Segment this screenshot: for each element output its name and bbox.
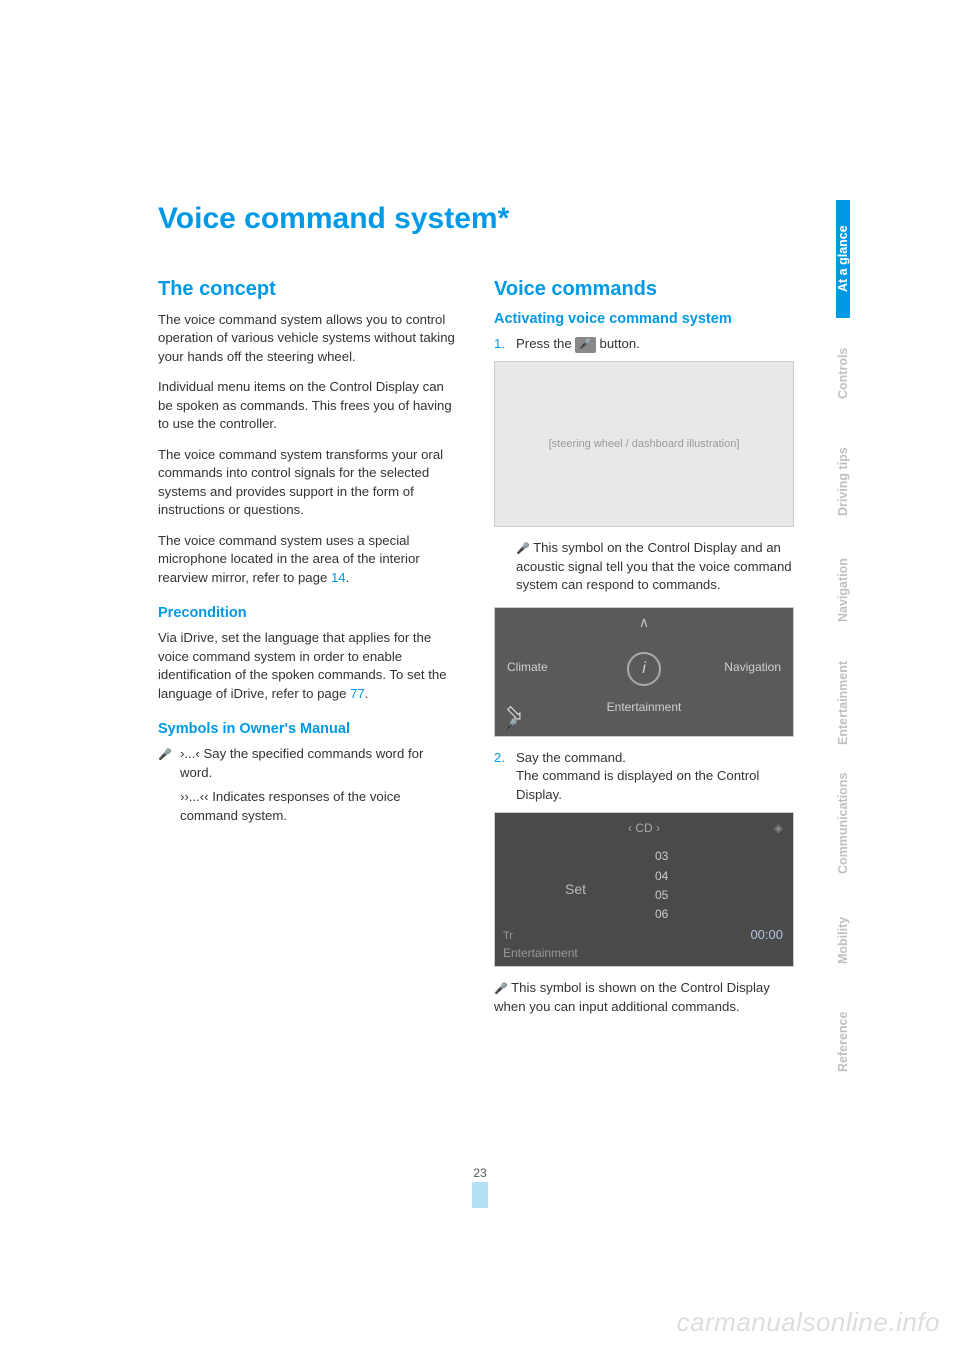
concept-p3: The voice command system transforms your… — [158, 446, 458, 520]
tab-reference[interactable]: Reference — [836, 990, 850, 1094]
tab-driving-tips[interactable]: Driving tips — [836, 428, 850, 536]
symbol-row-say: 🎤 ›...‹ Say the specified commands word … — [158, 745, 458, 782]
tab-controls[interactable]: Controls — [836, 318, 850, 428]
heading-symbols: Symbols in Owner's Manual — [158, 721, 458, 737]
cd-header: ‹ CD › — [495, 821, 793, 835]
page-link-77[interactable]: 77 — [350, 686, 365, 701]
voice-button-icon: 🎤 — [575, 337, 595, 353]
mic-status-icon: 🎤 — [503, 718, 518, 732]
heading-voice-commands: Voice commands — [494, 278, 794, 301]
cd-track-05: 05 — [655, 886, 668, 905]
two-column-layout: The concept The voice command system all… — [158, 278, 798, 1028]
precondition-p1: Via iDrive, set the language that applie… — [158, 629, 458, 703]
step-2: 2. Say the command. The command is displ… — [494, 749, 794, 804]
page-number: 23 — [472, 1166, 488, 1208]
after-image-1-desc: This symbol on the Control Display and a… — [516, 540, 792, 592]
cd-track-04: 04 — [655, 867, 668, 886]
precondition-p1b: . — [365, 686, 369, 701]
symbol-row-response: ››...‹‹ Indicates responses of the voice… — [158, 788, 458, 825]
step-1-text-b: button. — [596, 336, 640, 351]
cd-time-label: 00:00 — [750, 927, 783, 942]
diamond-icon: ◈ — [774, 821, 783, 835]
idrive-climate-label: Climate — [507, 660, 548, 674]
cd-track-label: Tr — [503, 930, 513, 942]
left-column: The concept The voice command system all… — [158, 278, 458, 1028]
cd-track-06: 06 — [655, 905, 668, 924]
symbol-say-text: ›...‹ Say the specified commands word fo… — [180, 745, 458, 782]
precondition-p1a: Via iDrive, set the language that applie… — [158, 630, 447, 700]
step-2-line2: The command is displayed on the Control … — [516, 767, 794, 804]
heading-concept: The concept — [158, 278, 458, 301]
symbol-response-desc: Indicates responses of the voice command… — [180, 789, 401, 822]
concept-p4b: . — [346, 570, 350, 585]
step-1-text-a: Press the — [516, 336, 575, 351]
voice-ready-icon: 🎤 — [516, 543, 530, 555]
concept-p4a: The voice command system uses a special … — [158, 533, 420, 585]
after-image-3-desc: This symbol is shown on the Control Disp… — [494, 980, 770, 1013]
idrive-entertainment-label: Entertainment — [607, 700, 682, 714]
cd-set-label: Set — [565, 881, 586, 897]
cd-display-screenshot: ‹ CD › ◈ Set 03 04 05 06 Tr 00:00 Entert… — [494, 812, 794, 967]
step-2-line1: Say the command. — [516, 749, 794, 767]
cd-entertainment-label: Entertainment — [503, 946, 578, 960]
page-content: Voice command system* The concept The vo… — [158, 202, 798, 1028]
tab-at-a-glance[interactable]: At a glance — [836, 200, 850, 318]
dashboard-illustration-label: [steering wheel / dashboard illustration… — [549, 438, 740, 450]
idrive-navigation-label: Navigation — [724, 660, 781, 674]
blank-icon — [158, 788, 180, 825]
idrive-center-icon: i — [627, 652, 661, 686]
cd-track-03: 03 — [655, 847, 668, 866]
concept-p2: Individual menu items on the Control Dis… — [158, 378, 458, 433]
heading-precondition: Precondition — [158, 605, 458, 621]
step-1: 1. Press the 🎤 button. — [494, 335, 794, 353]
tab-communications[interactable]: Communications — [836, 762, 850, 890]
tab-navigation[interactable]: Navigation — [836, 536, 850, 644]
symbol-say-desc: Say the specified commands word for word… — [180, 746, 423, 779]
page-number-bar — [472, 1182, 488, 1208]
page-number-value: 23 — [473, 1166, 486, 1180]
after-image-3-text: 🎤 This symbol is shown on the Control Di… — [494, 979, 794, 1016]
idrive-screen: ∧ Climate i Navigation Entertainment ⬂ 🎤 — [495, 608, 793, 736]
concept-p4: The voice command system uses a special … — [158, 532, 458, 587]
right-column: Voice commands Activating voice command … — [494, 278, 794, 1028]
step-1-text: Press the 🎤 button. — [516, 335, 794, 353]
concept-p1: The voice command system allows you to c… — [158, 311, 458, 366]
tab-mobility[interactable]: Mobility — [836, 890, 850, 990]
dashboard-illustration: [steering wheel / dashboard illustration… — [494, 361, 794, 527]
symbol-response-prefix: ››...‹‹ — [180, 789, 209, 804]
cd-track-list: 03 04 05 06 — [655, 847, 668, 924]
step-1-number: 1. — [494, 335, 516, 353]
step-2-text: Say the command. The command is displaye… — [516, 749, 794, 804]
chevron-up-icon: ∧ — [639, 614, 649, 631]
cd-screen: ‹ CD › ◈ Set 03 04 05 06 Tr 00:00 Entert… — [495, 813, 793, 966]
symbol-say-prefix: ›...‹ — [180, 746, 200, 761]
page-title: Voice command system* — [158, 202, 798, 236]
heading-activating: Activating voice command system — [494, 311, 794, 327]
step-2-number: 2. — [494, 749, 516, 804]
after-image-1-text: 🎤 This symbol on the Control Display and… — [494, 539, 794, 594]
symbol-response-text: ››...‹‹ Indicates responses of the voice… — [180, 788, 458, 825]
mic-icon: 🎤 — [158, 745, 180, 782]
watermark: carmanualsonline.info — [677, 1307, 940, 1338]
section-tabs: At a glanceControlsDriving tipsNavigatio… — [836, 200, 868, 1094]
voice-input-icon: 🎤 — [494, 983, 508, 995]
tab-entertainment[interactable]: Entertainment — [836, 644, 850, 762]
idrive-menu-screenshot: ∧ Climate i Navigation Entertainment ⬂ 🎤 — [494, 607, 794, 737]
page-link-14[interactable]: 14 — [331, 570, 346, 585]
